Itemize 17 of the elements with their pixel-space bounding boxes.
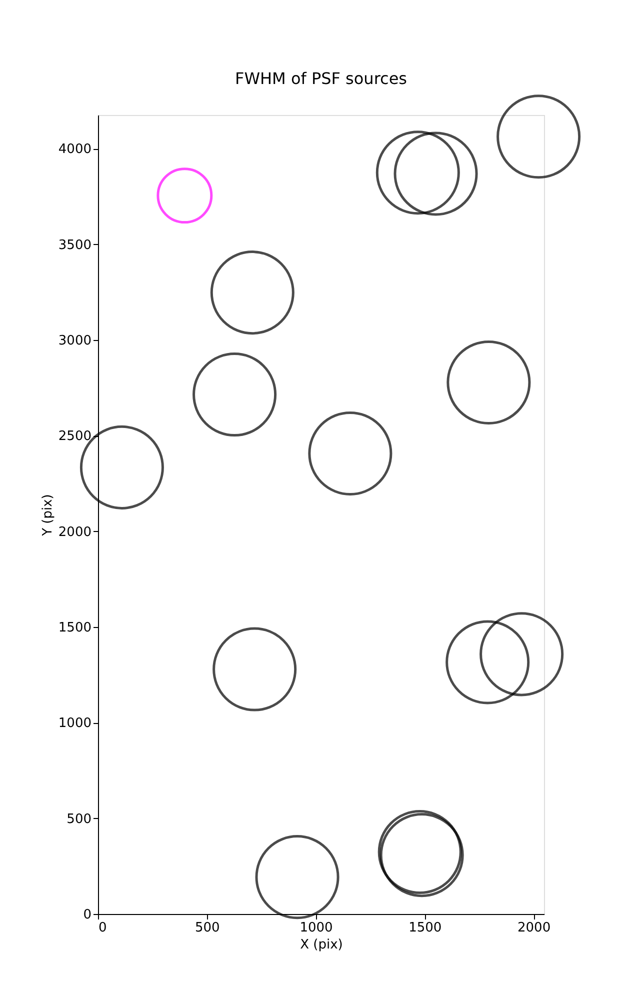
y-tick-label: 2500: [58, 429, 92, 444]
y-tick-label: 3500: [58, 238, 92, 253]
x-tick-label: 1500: [408, 920, 442, 936]
y-tick-label: 3000: [58, 334, 92, 349]
y-tick-label: 2000: [58, 524, 92, 540]
x-axis-title: X (pix): [300, 938, 343, 952]
x-tick-label: 500: [194, 920, 220, 936]
x-tick-label: 0: [98, 920, 107, 936]
y-axis-title: Y (pix): [40, 494, 56, 537]
x-tick-label: 2000: [518, 920, 551, 936]
y-tick-label: 4000: [58, 142, 92, 158]
y-tick-label: 1000: [58, 716, 92, 732]
chart-title: FWHM of PSF sources: [234, 68, 408, 88]
x-tick-label: 1000: [300, 920, 333, 936]
y-tick-label: 1500: [58, 620, 92, 636]
y-tick-label: 500: [66, 812, 92, 827]
y-tick-label: 0: [83, 908, 92, 922]
